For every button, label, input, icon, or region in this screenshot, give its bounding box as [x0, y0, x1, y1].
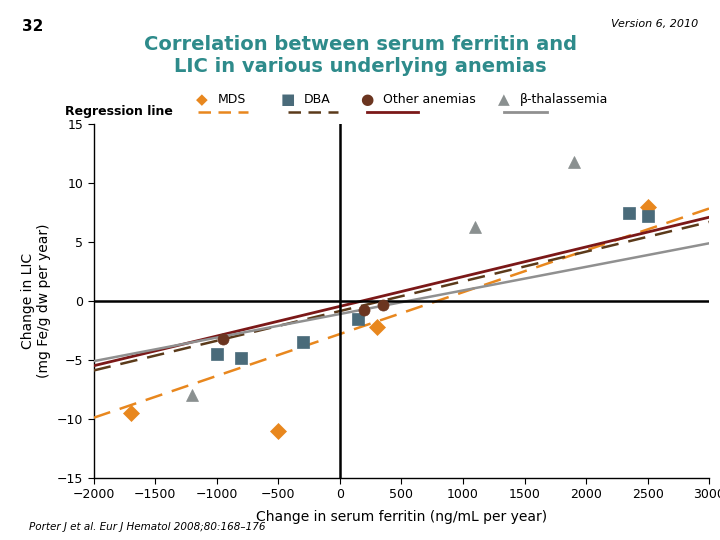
Text: MDS: MDS: [217, 93, 246, 106]
Text: ●: ●: [361, 92, 374, 107]
Text: Other anemias: Other anemias: [383, 93, 476, 106]
Text: Regression line: Regression line: [65, 105, 173, 118]
Text: ■: ■: [281, 92, 295, 107]
Text: β-thalassemia: β-thalassemia: [520, 93, 608, 106]
Y-axis label: Change in LIC
(mg Fe/g dw per year): Change in LIC (mg Fe/g dw per year): [21, 224, 51, 379]
Text: LIC in various underlying anemias: LIC in various underlying anemias: [174, 57, 546, 76]
Text: Porter J et al. Eur J Hematol 2008;80:168–176: Porter J et al. Eur J Hematol 2008;80:16…: [29, 522, 265, 532]
Text: ▲: ▲: [498, 92, 510, 107]
Text: Correlation between serum ferritin and: Correlation between serum ferritin and: [143, 35, 577, 54]
Text: DBA: DBA: [304, 93, 330, 106]
Text: Version 6, 2010: Version 6, 2010: [611, 19, 698, 29]
X-axis label: Change in serum ferritin (ng/mL per year): Change in serum ferritin (ng/mL per year…: [256, 510, 547, 524]
Text: 32: 32: [22, 19, 43, 34]
Text: ◆: ◆: [196, 92, 207, 107]
